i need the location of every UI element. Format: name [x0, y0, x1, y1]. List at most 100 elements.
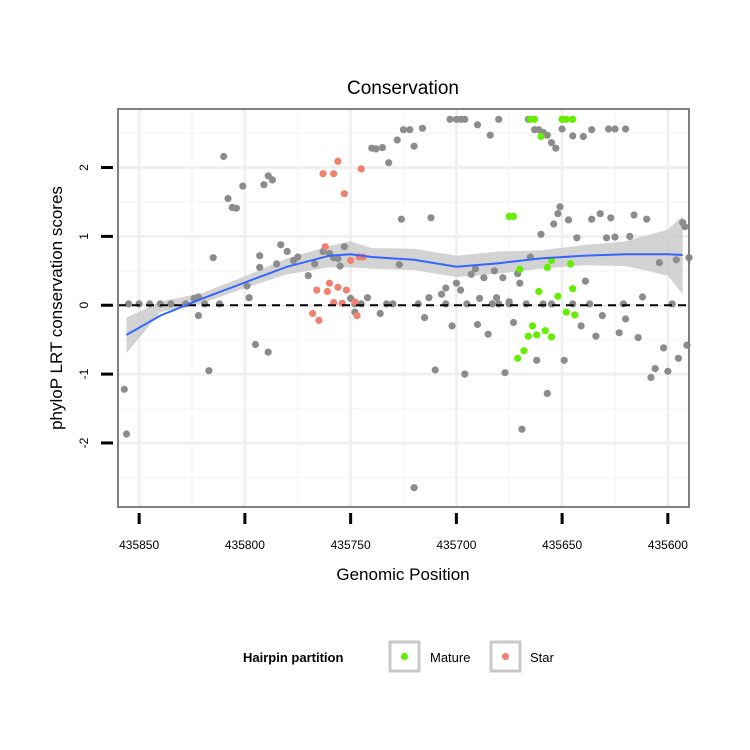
point-star: [334, 283, 342, 291]
point-other: [383, 300, 391, 308]
point-other: [205, 367, 213, 375]
point-other: [509, 318, 518, 327]
point-other: [655, 259, 664, 267]
y-axis: -2 -1 0 1 2: [77, 164, 113, 448]
point-star: [323, 287, 331, 296]
point-other: [615, 329, 623, 337]
point-other: [448, 322, 456, 330]
x-axis: 435850 435800 435750 435700 435650 435600: [119, 513, 688, 552]
point-other: [376, 309, 384, 318]
point-other: [273, 260, 281, 268]
point-star: [334, 157, 342, 165]
x-tick-label: 435850: [119, 538, 159, 552]
point-other: [268, 176, 276, 184]
point-other: [501, 369, 509, 377]
point-other: [425, 294, 433, 302]
x-tick-label: 435750: [331, 538, 371, 552]
point-other: [334, 254, 342, 262]
point-star: [315, 316, 323, 324]
x-tick-label: 435700: [436, 538, 476, 552]
point-other: [194, 312, 202, 320]
point-other: [622, 315, 630, 323]
point-other: [586, 300, 594, 308]
point-other: [499, 274, 507, 282]
x-tick-label: 435600: [648, 538, 688, 552]
point-star: [357, 165, 365, 173]
point-other: [573, 234, 581, 242]
point-other: [220, 152, 228, 161]
point-other: [668, 300, 676, 308]
point-other: [421, 314, 429, 322]
point-other: [260, 181, 268, 189]
point-other: [473, 320, 482, 329]
point-other: [581, 277, 590, 285]
point-other: [294, 253, 302, 261]
point-star: [347, 256, 355, 265]
point-other: [588, 215, 596, 223]
point-mature: [528, 322, 537, 330]
point-other: [431, 366, 439, 374]
point-other: [579, 132, 587, 141]
point-other: [304, 272, 312, 280]
point-mature: [543, 263, 551, 271]
point-mature: [558, 115, 566, 123]
point-other: [156, 300, 164, 308]
point-other: [539, 300, 547, 308]
point-other: [283, 247, 291, 256]
point-other: [251, 340, 260, 349]
point-mature: [547, 333, 556, 341]
point-mature: [524, 332, 532, 340]
point-mature: [569, 285, 577, 293]
point-other: [397, 215, 405, 223]
point-other: [378, 144, 386, 152]
point-other: [547, 300, 556, 308]
point-other: [626, 232, 634, 240]
point-other: [311, 260, 319, 268]
point-other: [596, 210, 604, 218]
point-other: [605, 125, 613, 133]
point-star: [351, 298, 359, 306]
point-other: [446, 115, 454, 123]
y-tick-label: -2: [77, 437, 91, 448]
point-other: [442, 284, 450, 292]
point-other: [484, 330, 492, 338]
point-other: [486, 131, 494, 139]
y-tick-label: 2: [77, 164, 91, 171]
point-other: [643, 215, 651, 223]
point-other: [363, 294, 372, 302]
point-other: [533, 356, 541, 364]
point-other: [209, 254, 217, 262]
point-mature: [514, 354, 522, 362]
point-other: [488, 300, 496, 308]
point-other: [522, 300, 530, 308]
legend-label-mature: Mature: [430, 650, 470, 665]
point-other: [569, 132, 577, 140]
point-other: [243, 282, 251, 290]
legend-title: Hairpin partition: [243, 650, 343, 665]
point-other: [611, 233, 619, 241]
point-other: [552, 144, 560, 152]
y-axis-title: phyloP LRT conservation scores: [47, 186, 66, 430]
point-other: [495, 300, 503, 308]
point-star: [321, 243, 329, 251]
point-other: [550, 220, 558, 228]
point-star: [319, 170, 327, 178]
point-other: [395, 261, 403, 269]
point-other: [167, 300, 175, 308]
point-star: [353, 312, 361, 320]
point-other: [518, 425, 526, 433]
point-other: [256, 263, 264, 271]
point-star: [325, 279, 334, 287]
point-other: [569, 300, 577, 308]
point-other: [476, 294, 484, 302]
chart-title: Conservation: [347, 78, 459, 99]
point-other: [463, 300, 471, 308]
point-other: [232, 204, 240, 212]
point-other: [558, 125, 566, 133]
point-other: [340, 243, 348, 251]
point-other: [660, 344, 668, 352]
legend-label-star: Star: [530, 650, 555, 665]
point-other: [556, 203, 564, 211]
point-other: [215, 300, 224, 308]
point-star: [313, 286, 321, 294]
